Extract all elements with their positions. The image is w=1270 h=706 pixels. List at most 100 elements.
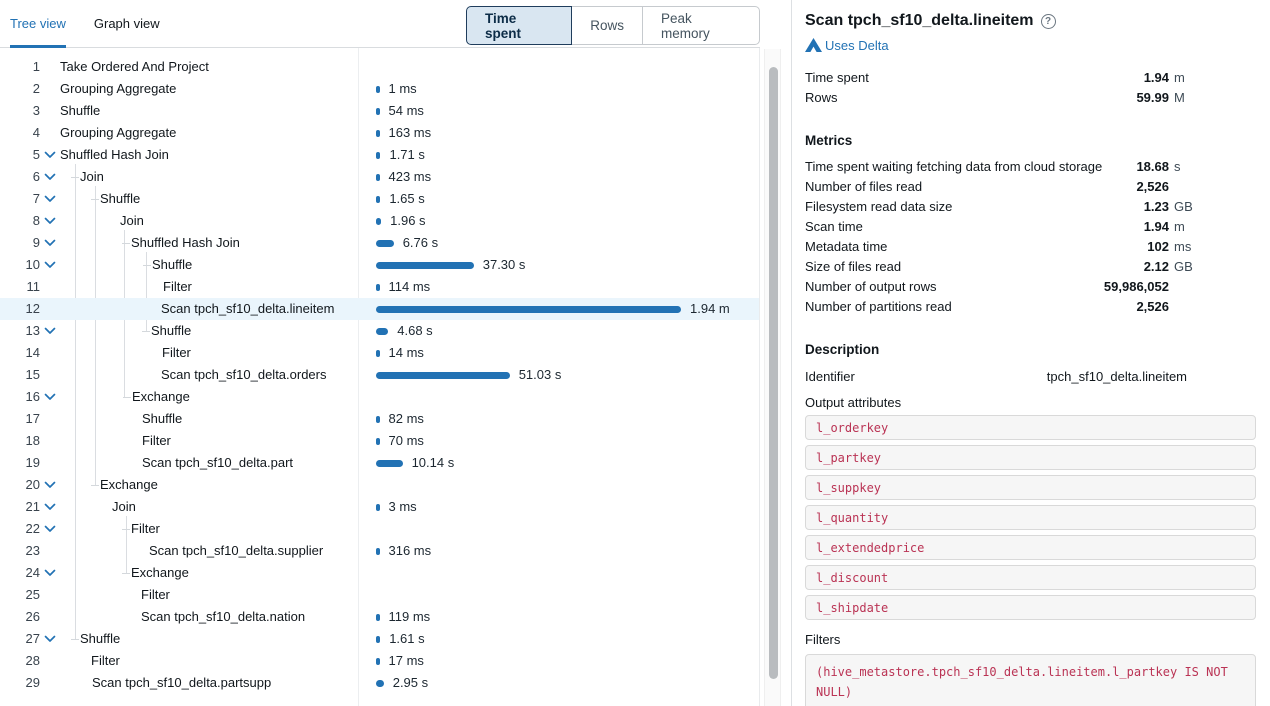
tree-area: 1 Take Ordered And Project 2 Grouping Aggre… [0, 48, 760, 706]
toggle-time-spent-button[interactable]: Time spent [466, 6, 573, 45]
tree-row[interactable]: 1 Take Ordered And Project [0, 56, 759, 78]
tree-row-label: Filter [141, 587, 170, 602]
chevron-down-icon[interactable] [44, 195, 56, 203]
time-bar [376, 658, 380, 665]
tab-graph-view[interactable]: Graph view [84, 0, 170, 47]
tree-row-label: Join [80, 169, 104, 184]
tree-row[interactable]: 6 Join 423 ms [0, 166, 759, 188]
chevron-down-icon[interactable] [44, 173, 56, 181]
tree-row-number: 8 [32, 213, 40, 228]
time-bar [376, 86, 380, 93]
help-icon[interactable]: ? [1040, 13, 1056, 29]
output-attribute-pill: l_suppkey [805, 475, 1256, 500]
tree-row[interactable]: 17 Shuffle 82 ms [0, 408, 759, 430]
chevron-down-icon[interactable] [44, 327, 56, 335]
identifier-row: Identifier tpch_sf10_delta.lineitem [805, 369, 1256, 384]
metric-value: 1.94 [1143, 218, 1169, 234]
tree-row[interactable]: 7 Shuffle 1.65 s [0, 188, 759, 210]
time-bar [376, 174, 380, 181]
tree-row[interactable]: 20 Exchange [0, 474, 759, 496]
tree-row-label: Scan tpch_sf10_delta.partsupp [92, 675, 272, 690]
tree-row[interactable]: 9 Shuffled Hash Join 6.76 s [0, 232, 759, 254]
tree-row[interactable]: 11 Filter 114 ms [0, 276, 759, 298]
time-value: 10.14 s [411, 455, 455, 470]
tree-row[interactable]: 23 Scan tpch_sf10_delta.supplier 316 ms [0, 540, 759, 562]
time-bar [376, 284, 380, 291]
tree-row[interactable]: 21 Join 3 ms [0, 496, 759, 518]
chevron-down-icon[interactable] [44, 525, 56, 533]
tree-indent-guide [126, 516, 127, 573]
tree-row[interactable]: 26 Scan tpch_sf10_delta.nation 119 ms [0, 606, 759, 628]
tree-row-label: Take Ordered And Project [60, 59, 209, 74]
tree-indent-guide [146, 252, 147, 331]
tree-row-number: 27 [25, 631, 40, 646]
tree-row[interactable]: 18 Filter 70 ms [0, 430, 759, 452]
tree-row-number: 14 [25, 345, 40, 360]
tree-row[interactable]: 10 Shuffle 37.30 s [0, 254, 759, 276]
toggle-peak-memory-button[interactable]: Peak memory [642, 6, 760, 45]
tree-row[interactable]: 4 Grouping Aggregate 163 ms [0, 122, 759, 144]
tree-scrollbar-track[interactable] [764, 49, 781, 706]
metric-row: Time spent 1.94 m [805, 67, 1256, 87]
metric-toggle: Time spent Rows Peak memory [466, 6, 760, 45]
metric-row: Metadata time 102 ms [805, 236, 1256, 256]
tree-row-number: 13 [25, 323, 40, 338]
tree-row[interactable]: 27 Shuffle 1.61 s [0, 628, 759, 650]
chevron-down-icon[interactable] [44, 261, 56, 269]
chevron-down-icon[interactable] [44, 481, 56, 489]
time-bar [376, 196, 381, 203]
tree-row[interactable]: 12 Scan tpch_sf10_delta.lineitem 1.94 m [0, 298, 759, 320]
time-bar [376, 438, 380, 445]
chevron-down-icon[interactable] [44, 503, 56, 511]
time-value: 4.68 s [397, 323, 433, 338]
tree-row[interactable]: 3 Shuffle 54 ms [0, 100, 759, 122]
tree-row[interactable]: 25 Filter [0, 584, 759, 606]
tree-row-label: Shuffle [100, 191, 141, 206]
tree-row[interactable]: 8 Join 1.96 s [0, 210, 759, 232]
tree-row-number: 26 [25, 609, 40, 624]
tree-row[interactable]: 19 Scan tpch_sf10_delta.part 10.14 s [0, 452, 759, 474]
tree-row-number: 10 [25, 257, 40, 272]
chevron-down-icon[interactable] [44, 393, 56, 401]
chevron-down-icon[interactable] [44, 151, 56, 159]
tree-row[interactable]: 14 Filter 14 ms [0, 342, 759, 364]
tree-row[interactable]: 22 Filter [0, 518, 759, 540]
tree-row[interactable]: 2 Grouping Aggregate 1 ms [0, 78, 759, 100]
chevron-down-icon[interactable] [44, 635, 56, 643]
view-tabs: Tree view Graph view [0, 0, 170, 48]
time-value: 14 ms [388, 345, 424, 360]
chevron-down-icon[interactable] [44, 217, 56, 225]
tree-row[interactable]: 15 Scan tpch_sf10_delta.orders 51.03 s [0, 364, 759, 386]
tree-row[interactable]: 13 Shuffle 4.68 s [0, 320, 759, 342]
tree-row[interactable]: 29 Scan tpch_sf10_delta.partsupp 2.95 s [0, 672, 759, 694]
time-value: 119 ms [388, 609, 431, 624]
time-value: 1.65 s [389, 191, 425, 206]
tree-row-label: Scan tpch_sf10_delta.supplier [149, 543, 324, 558]
tree-panel-header: Tree view Graph view Time spent Rows Pea… [0, 0, 760, 48]
tree-row[interactable]: 28 Filter 17 ms [0, 650, 759, 672]
tree-branch-connector [71, 639, 79, 640]
tab-tree-view[interactable]: Tree view [0, 0, 76, 48]
tree-row[interactable]: 16 Exchange [0, 386, 759, 408]
description-heading: Description [805, 342, 880, 357]
metric-unit: m [1174, 69, 1185, 85]
chevron-down-icon[interactable] [44, 239, 56, 247]
time-bar [376, 328, 389, 335]
identifier-value: tpch_sf10_delta.lineitem [1046, 369, 1187, 384]
metrics-list: Time spent waiting fetching data from cl… [805, 156, 1256, 316]
tree-row[interactable]: 5 Shuffled Hash Join 1.71 s [0, 144, 759, 166]
summary-list: Time spent 1.94 m Rows 59.99 M [805, 67, 1256, 107]
details-panel: Scan tpch_sf10_delta.lineitem ? Uses Del… [791, 0, 1270, 706]
toggle-rows-button[interactable]: Rows [571, 6, 643, 45]
uses-delta-badge[interactable]: Uses Delta [805, 38, 1256, 53]
tree-scrollbar-thumb[interactable] [769, 67, 778, 679]
tree-row-label: Exchange [131, 565, 189, 580]
tree-row-number: 5 [32, 147, 40, 162]
tree-row[interactable]: 24 Exchange [0, 562, 759, 584]
chevron-down-icon[interactable] [44, 569, 56, 577]
tab-graph-view-label: Graph view [93, 16, 160, 31]
tree-row-label: Shuffle [151, 323, 192, 338]
tree-branch-connector [143, 265, 151, 266]
tree-row-number: 21 [25, 499, 40, 514]
tree-row-number: 16 [25, 389, 40, 404]
